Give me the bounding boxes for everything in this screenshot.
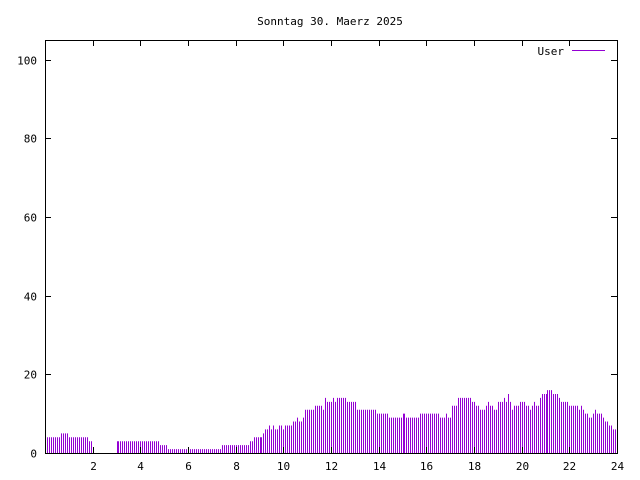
- plot-frame: [45, 40, 618, 454]
- x-tick-label: 22: [563, 460, 576, 473]
- legend-label: User: [538, 45, 565, 58]
- legend: User: [538, 45, 605, 58]
- chart-title: Sonntag 30. Maerz 2025: [257, 15, 403, 28]
- y-tick-label: 100: [17, 55, 37, 68]
- bars-group: [47, 390, 616, 453]
- x-tick-label: 8: [233, 460, 240, 473]
- x-tick-label: 14: [373, 460, 387, 473]
- x-tick-label: 20: [516, 460, 529, 473]
- x-tick-label: 2: [90, 460, 97, 473]
- y-tick-label: 40: [24, 291, 37, 304]
- y-tick-label: 0: [30, 448, 37, 461]
- x-tick-label: 6: [185, 460, 192, 473]
- x-tick-label: 24: [611, 460, 625, 473]
- y-tick-label: 60: [24, 212, 37, 225]
- x-tick-label: 12: [325, 460, 338, 473]
- y-tick-label: 20: [24, 369, 37, 382]
- x-tick-label: 10: [277, 460, 290, 473]
- x-tick-label: 4: [137, 460, 144, 473]
- x-tick-label: 16: [420, 460, 433, 473]
- x-tick-label: 18: [468, 460, 481, 473]
- y-tick-label: 80: [24, 133, 37, 146]
